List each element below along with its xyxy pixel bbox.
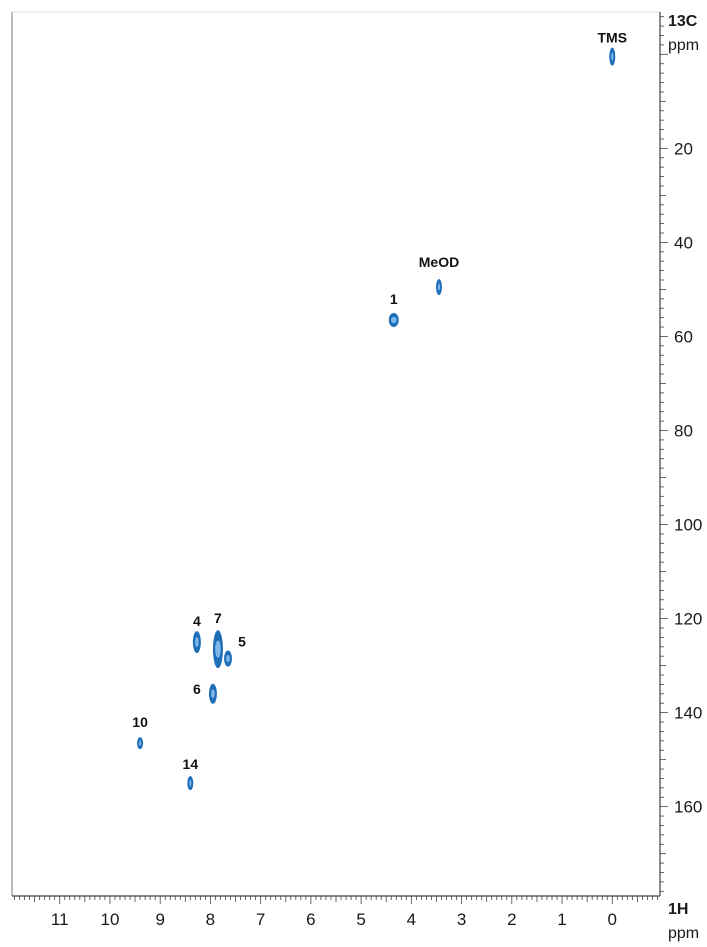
x-axis-ticks: 11 10 9 8 7 6 5 4 3 2 1 0 — [14, 896, 658, 929]
peak-label-14: 14 — [183, 756, 199, 772]
x-tick-label: 10 — [100, 910, 119, 929]
peak-label-meod: MeOD — [419, 254, 459, 270]
y-tick-label: 120 — [674, 610, 702, 629]
peak-core-1 — [390, 316, 397, 324]
peak-core-10 — [139, 740, 142, 746]
y-axis-nucleus: 13C — [668, 13, 698, 30]
peak-core-7 — [215, 640, 221, 658]
peak-label-tms: TMS — [597, 30, 627, 46]
y-tick-label: 20 — [674, 139, 693, 158]
peak-label-5: 5 — [238, 634, 246, 650]
peak-label-10: 10 — [132, 714, 148, 730]
x-tick-label: 7 — [256, 910, 265, 929]
peak-core-14 — [189, 779, 192, 787]
x-tick-label: 9 — [155, 910, 164, 929]
x-tick-label: 5 — [356, 910, 365, 929]
x-tick-label: 1 — [557, 910, 566, 929]
y-tick-label: 100 — [674, 516, 702, 535]
peaks — [137, 47, 616, 791]
y-axis-ticks: 20 40 60 80 100 120 140 160 — [660, 16, 702, 892]
x-tick-label: 3 — [457, 910, 466, 929]
peak-core-tms — [611, 52, 614, 61]
y-tick-label: 80 — [674, 421, 693, 440]
x-tick-label: 0 — [608, 910, 617, 929]
y-tick-label: 140 — [674, 704, 702, 723]
peak-core-6 — [211, 689, 215, 699]
peak-label-1: 1 — [390, 291, 398, 307]
peak-core-5 — [226, 654, 230, 663]
peak-label-7: 7 — [214, 610, 222, 626]
x-tick-label: 4 — [407, 910, 416, 929]
x-tick-label: 6 — [306, 910, 315, 929]
x-axis-unit: ppm — [668, 925, 699, 942]
peak-label-4: 4 — [193, 613, 201, 629]
y-tick-label: 40 — [674, 233, 693, 252]
peak-label-6: 6 — [193, 681, 201, 697]
y-tick-label: 60 — [674, 327, 693, 346]
x-axis-nucleus: 1H — [668, 901, 688, 918]
y-tick-label: 160 — [674, 798, 702, 817]
x-tick-label: 2 — [507, 910, 516, 929]
y-axis-unit: ppm — [668, 37, 699, 54]
peak-core-4 — [195, 637, 199, 648]
plot-frame — [11, 11, 661, 897]
x-tick-label: 8 — [206, 910, 215, 929]
x-tick-label: 11 — [51, 910, 69, 929]
peak-core-meod — [437, 283, 440, 291]
